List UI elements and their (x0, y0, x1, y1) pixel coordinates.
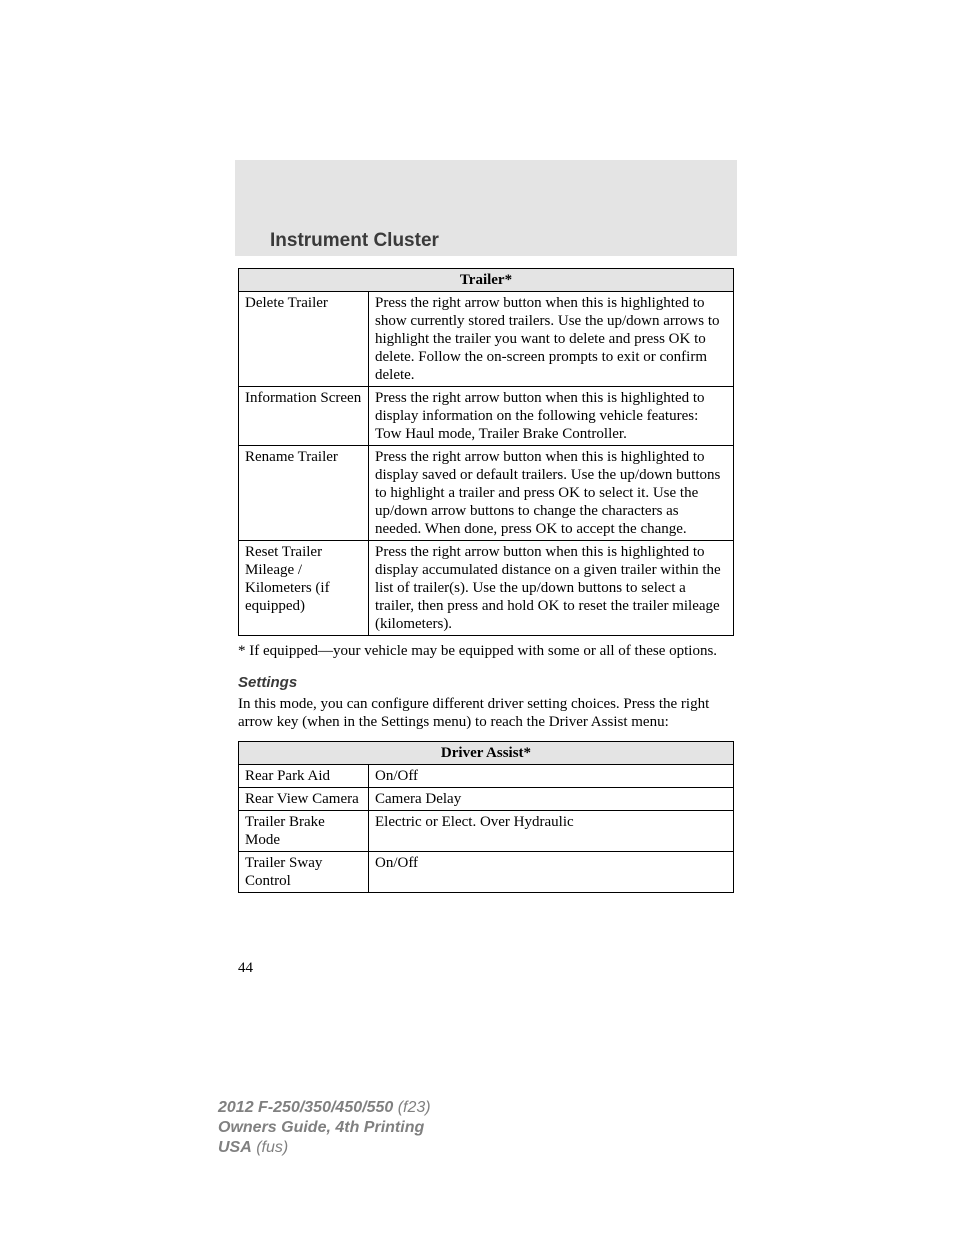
table-row: Reset Trailer Mileage / Kilometers (if e… (239, 541, 734, 636)
footer-model: 2012 F-250/350/450/550 (218, 1099, 393, 1116)
da-value: On/Off (369, 765, 734, 788)
content-area: Trailer* Delete Trailer Press the right … (238, 268, 734, 893)
settings-body: In this mode, you can configure differen… (238, 695, 734, 731)
table-row: Trailer Brake Mode Electric or Elect. Ov… (239, 811, 734, 852)
trailer-item: Delete Trailer (239, 292, 369, 387)
footer: 2012 F-250/350/450/550 (f23) Owners Guid… (218, 1098, 431, 1158)
settings-heading: Settings (238, 674, 734, 691)
da-item: Rear View Camera (239, 788, 369, 811)
da-value: Camera Delay (369, 788, 734, 811)
table-row: Trailer Sway Control On/Off (239, 852, 734, 893)
table-row: Rear Park Aid On/Off (239, 765, 734, 788)
table-row: Rename Trailer Press the right arrow but… (239, 446, 734, 541)
table-row: Rear View Camera Camera Delay (239, 788, 734, 811)
trailer-table: Trailer* Delete Trailer Press the right … (238, 268, 734, 636)
footer-code: (f23) (393, 1099, 430, 1116)
trailer-item: Reset Trailer Mileage / Kilometers (if e… (239, 541, 369, 636)
trailer-desc: Press the right arrow button when this i… (369, 446, 734, 541)
driver-assist-table: Driver Assist* Rear Park Aid On/Off Rear… (238, 741, 734, 893)
trailer-table-header: Trailer* (239, 269, 734, 292)
page: Instrument Cluster Trailer* Delete Trail… (0, 0, 954, 1235)
footer-region: USA (218, 1139, 252, 1156)
section-title: Instrument Cluster (270, 230, 439, 252)
footer-line-1: 2012 F-250/350/450/550 (f23) (218, 1098, 431, 1118)
da-item: Rear Park Aid (239, 765, 369, 788)
footer-line-3: USA (fus) (218, 1138, 431, 1158)
trailer-desc: Press the right arrow button when this i… (369, 387, 734, 446)
footer-region-code: (fus) (252, 1139, 288, 1156)
trailer-item: Information Screen (239, 387, 369, 446)
page-number: 44 (238, 960, 253, 977)
footer-line-2: Owners Guide, 4th Printing (218, 1118, 431, 1138)
da-value: Electric or Elect. Over Hydraulic (369, 811, 734, 852)
footnote: * If equipped—your vehicle may be equipp… (238, 642, 734, 660)
da-item: Trailer Brake Mode (239, 811, 369, 852)
trailer-desc: Press the right arrow button when this i… (369, 541, 734, 636)
driver-assist-table-header: Driver Assist* (239, 742, 734, 765)
trailer-item: Rename Trailer (239, 446, 369, 541)
table-row: Delete Trailer Press the right arrow but… (239, 292, 734, 387)
da-value: On/Off (369, 852, 734, 893)
da-item: Trailer Sway Control (239, 852, 369, 893)
table-row: Information Screen Press the right arrow… (239, 387, 734, 446)
trailer-desc: Press the right arrow button when this i… (369, 292, 734, 387)
driver-assist-table-wrap: Driver Assist* Rear Park Aid On/Off Rear… (238, 741, 734, 893)
